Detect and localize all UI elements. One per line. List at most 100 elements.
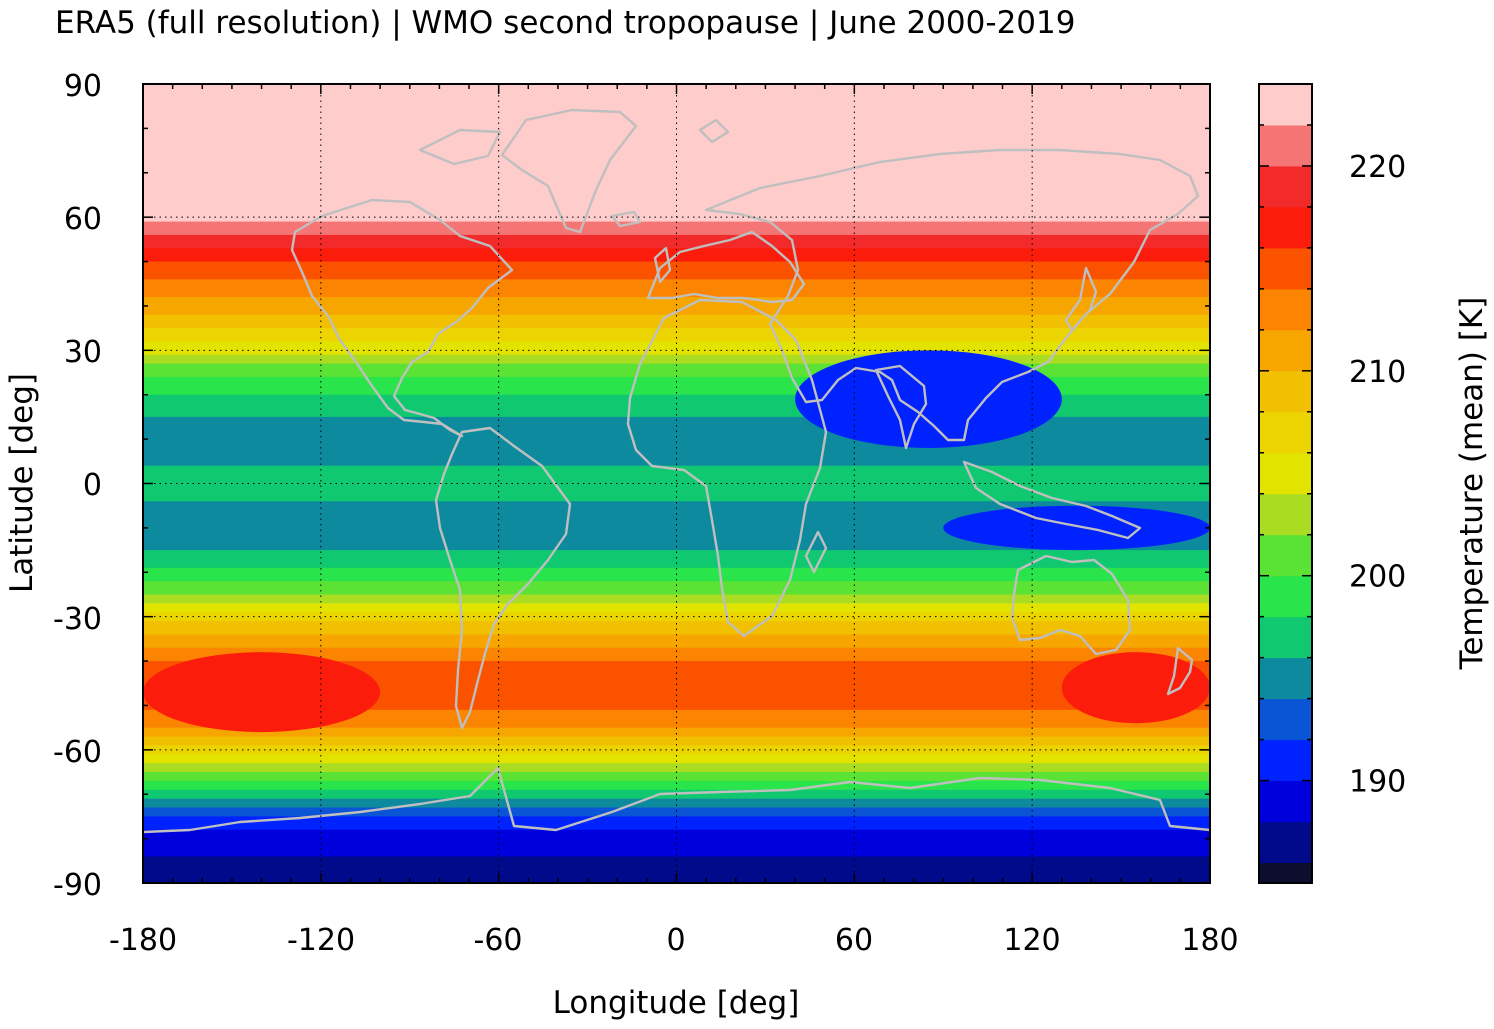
temperature-band xyxy=(143,128,1210,134)
coastline-africa xyxy=(626,298,828,638)
temperature-band xyxy=(143,585,1210,591)
y-tick-label: 60 xyxy=(64,202,102,237)
temperature-band xyxy=(143,425,1210,431)
temperature-band xyxy=(143,847,1210,853)
coastline-british-isles xyxy=(653,246,672,284)
temperature-band xyxy=(143,869,1210,875)
temperature-band xyxy=(143,727,1210,733)
colorbar-segment xyxy=(1259,452,1312,495)
colorbar-segment xyxy=(1259,493,1312,536)
temperature-band xyxy=(143,856,1210,862)
colorbar-segment xyxy=(1259,124,1312,167)
y-tick-labels: 90 60 30 0 -30 -60 -90 xyxy=(53,69,102,903)
temperature-band xyxy=(143,234,1210,240)
y-tick-label: -30 xyxy=(53,602,102,637)
temperature-band xyxy=(143,843,1210,849)
colorbar-segment xyxy=(1259,698,1312,741)
temperature-band xyxy=(143,674,1210,680)
x-tick-label: 120 xyxy=(1003,923,1060,958)
colorbar-segment xyxy=(1259,165,1312,208)
temperature-band xyxy=(143,816,1210,822)
y-tick-label: 90 xyxy=(64,69,102,104)
coastline-madagascar xyxy=(804,530,828,574)
coastline-antarctica xyxy=(143,766,1210,834)
colorbar-segment xyxy=(1259,288,1312,331)
temperature-band xyxy=(143,199,1210,205)
temperature-band xyxy=(143,474,1210,480)
colorbar-segment xyxy=(1259,862,1312,884)
coastline-arctic-islands xyxy=(418,128,502,166)
temperature-band xyxy=(143,261,1210,267)
temperature-band xyxy=(143,798,1210,804)
grid-lines xyxy=(143,84,1210,883)
temperature-band xyxy=(143,860,1210,866)
coastlines xyxy=(143,108,1210,834)
temperature-band xyxy=(143,501,1210,507)
colorbar-tick-label: 220 xyxy=(1349,150,1406,185)
temperature-band xyxy=(143,652,1210,658)
temperature-band xyxy=(143,292,1210,298)
temperature-band xyxy=(143,305,1210,311)
temperature-band xyxy=(143,763,1210,769)
temperature-band xyxy=(143,270,1210,276)
temperature-band xyxy=(143,519,1210,525)
coastline-indonesia xyxy=(962,460,1142,540)
anomaly-region xyxy=(795,350,1062,448)
temperature-band xyxy=(143,732,1210,738)
colorbar-segment xyxy=(1259,780,1312,823)
temperature-band xyxy=(143,785,1210,791)
temperature-band xyxy=(143,372,1210,378)
temperature-band xyxy=(143,838,1210,844)
temperature-band xyxy=(143,661,1210,667)
temperature-band xyxy=(143,163,1210,169)
coastline-japan xyxy=(1064,266,1098,332)
temperature-band xyxy=(143,239,1210,245)
x-tick-label: 0 xyxy=(666,923,685,958)
temperature-band xyxy=(143,172,1210,178)
temperature-band xyxy=(143,168,1210,174)
temperature-band xyxy=(143,612,1210,618)
temperature-band xyxy=(143,776,1210,782)
temperature-band xyxy=(143,510,1210,516)
colorbar-tick-label: 200 xyxy=(1349,560,1406,595)
x-axis-label: Longitude [deg] xyxy=(553,985,800,1021)
temperature-band xyxy=(143,723,1210,729)
temperature-band xyxy=(143,581,1210,587)
temperature-band xyxy=(143,226,1210,232)
colorbar-segment xyxy=(1259,411,1312,454)
temperature-band xyxy=(143,514,1210,520)
coastline-svalbard xyxy=(698,118,730,144)
temperature-band xyxy=(143,541,1210,547)
temperature-band xyxy=(143,279,1210,285)
temperature-band xyxy=(143,754,1210,760)
temperature-band xyxy=(143,110,1210,116)
temperature-band xyxy=(143,101,1210,107)
temperature-band xyxy=(143,376,1210,383)
temperature-band xyxy=(143,647,1210,653)
coastline-greenland xyxy=(500,108,638,234)
temperature-band xyxy=(143,772,1210,778)
temperature-band xyxy=(143,718,1210,724)
colorbar-label: Temperature (mean) [K] xyxy=(1454,297,1490,671)
y-tick-label: -90 xyxy=(53,868,102,903)
temperature-band xyxy=(143,265,1210,272)
temperature-band xyxy=(143,563,1210,569)
x-tick-label: -180 xyxy=(109,923,177,958)
temperature-band xyxy=(143,403,1210,409)
temperature-band xyxy=(143,288,1210,294)
y-axis-label: Latitude [deg] xyxy=(4,373,40,593)
temperature-band xyxy=(143,106,1210,112)
temperature-band xyxy=(143,558,1210,564)
temperature-band xyxy=(143,146,1210,152)
temperature-band xyxy=(143,155,1210,161)
y-tick-label: 0 xyxy=(83,468,102,503)
colorbar-tick-labels: 190 200 210 220 xyxy=(1349,150,1406,800)
temperature-band xyxy=(143,97,1210,103)
coastline-australia xyxy=(1010,554,1132,656)
chart-title: ERA5 (full resolution) | WMO second trop… xyxy=(55,5,1075,41)
temperature-band xyxy=(143,354,1210,360)
colorbar-segment xyxy=(1259,534,1312,577)
temperature-band xyxy=(143,314,1210,320)
temperature-band xyxy=(143,399,1210,405)
